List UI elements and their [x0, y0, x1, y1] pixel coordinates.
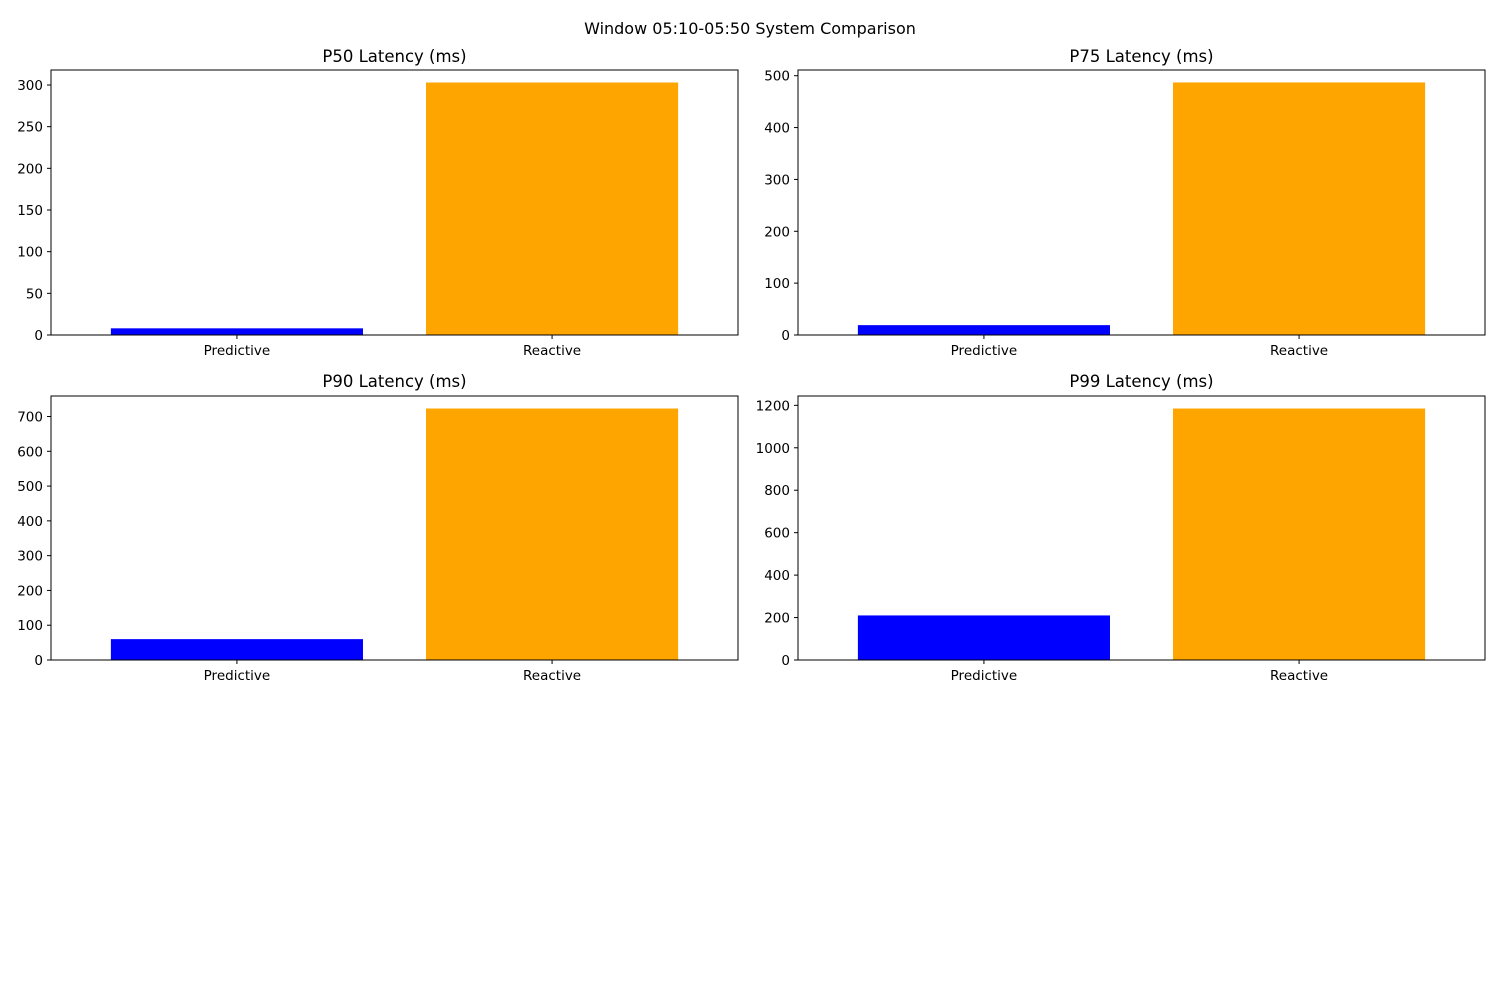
y-tick-label: 100 [764, 276, 790, 292]
y-tick-label: 300 [17, 78, 43, 94]
axes-frame [50, 395, 739, 661]
y-tick-label: 250 [17, 120, 43, 136]
x-tick-label: Reactive [1270, 668, 1328, 684]
y-tick-label: 400 [17, 514, 43, 530]
y-tick-label: 400 [764, 121, 790, 137]
x-tick-label: Predictive [204, 668, 271, 684]
bar-reactive [1173, 408, 1426, 660]
subplot-title: P50 Latency (ms) [322, 47, 466, 66]
y-tick-label: 0 [781, 328, 790, 344]
y-tick-label: 300 [764, 172, 790, 188]
figure-title: Window 05:10-05:50 System Comparison [584, 19, 916, 38]
y-tick-label: 100 [17, 618, 43, 634]
y-tick-label: 800 [764, 483, 790, 499]
subplot-p90: P90 Latency (ms) 0 100 200 300 400 500 600 700 P… [17, 372, 739, 684]
y-tick-label: 700 [17, 410, 43, 426]
subplot-p75: P75 Latency (ms) 0 100 200 300 400 500 Predict… [764, 47, 1486, 359]
y-tick-label: 0 [34, 328, 43, 344]
axes-frame [797, 395, 1486, 661]
y-tick-label: 500 [17, 479, 43, 495]
x-tick-label: Predictive [951, 668, 1018, 684]
bar-predictive [110, 328, 363, 335]
bar-reactive [1173, 82, 1426, 335]
y-tick-label: 200 [764, 224, 790, 240]
x-tick-label: Predictive [951, 343, 1018, 359]
y-tick-label: 0 [34, 653, 43, 669]
bar-reactive [426, 408, 679, 660]
axes-frame [50, 69, 739, 336]
y-tick-label: 500 [764, 69, 790, 85]
y-tick-label: 0 [781, 653, 790, 669]
y-tick-label: 600 [764, 526, 790, 542]
bar-predictive [857, 325, 1110, 335]
y-tick-label: 600 [17, 444, 43, 460]
y-tick-label: 200 [764, 611, 790, 627]
subplot-p99: P99 Latency (ms) 0 200 400 600 800 1000 1200 Pr… [756, 372, 1486, 684]
x-tick-label: Reactive [1270, 343, 1328, 359]
subplot-p50: P50 Latency (ms) 0 50 100 150 200 250 300 Predi… [17, 47, 739, 359]
subplot-title: P75 Latency (ms) [1069, 47, 1213, 66]
y-tick-label: 1200 [756, 398, 790, 414]
y-tick-label: 200 [17, 583, 43, 599]
x-tick-label: Reactive [523, 668, 581, 684]
y-tick-label: 100 [17, 245, 43, 261]
subplot-title: P90 Latency (ms) [322, 372, 466, 391]
y-tick-label: 50 [26, 286, 43, 302]
bar-predictive [857, 615, 1110, 660]
y-tick-label: 200 [17, 161, 43, 177]
bar-predictive [110, 639, 363, 660]
bar-reactive [426, 82, 679, 335]
y-tick-label: 400 [764, 568, 790, 584]
axes-frame [797, 69, 1486, 336]
x-tick-label: Predictive [204, 343, 271, 359]
y-tick-label: 300 [17, 549, 43, 565]
y-tick-label: 150 [17, 203, 43, 219]
subplot-title: P99 Latency (ms) [1069, 372, 1213, 391]
x-tick-label: Reactive [523, 343, 581, 359]
y-tick-label: 1000 [756, 441, 790, 457]
